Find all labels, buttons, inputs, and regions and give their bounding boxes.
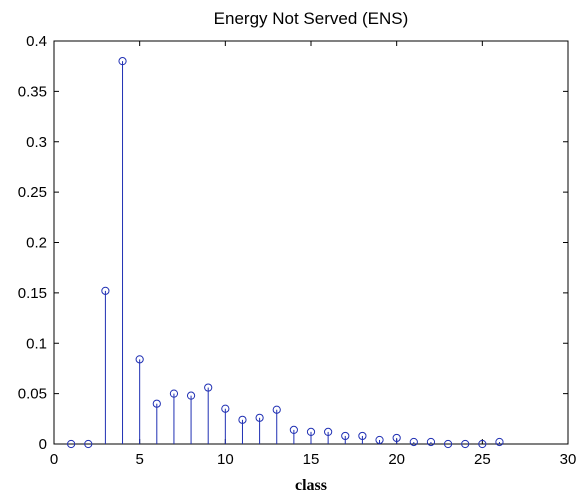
stem-marker: [306, 427, 316, 437]
y-tick-label: 0.3: [26, 134, 47, 151]
y-tick-label: 0.4: [26, 33, 47, 50]
data-stems: [67, 57, 504, 449]
stem-marker: [324, 427, 333, 437]
stem-marker: [495, 437, 504, 447]
stem-marker: [358, 431, 367, 441]
stem-marker: [289, 425, 298, 434]
stem-marker: [461, 439, 470, 449]
x-axis-label: class: [295, 477, 327, 494]
y-tick-label: 0.35: [18, 83, 47, 100]
y-tick-label: 0.25: [18, 184, 47, 201]
stem-marker: [443, 439, 453, 449]
y-tick-label: 0.2: [26, 235, 47, 252]
stem-marker: [118, 57, 127, 66]
stem-marker: [478, 439, 487, 449]
stem-marker: [238, 415, 247, 424]
x-tick-label: 5: [135, 451, 143, 468]
x-tick-label: 25: [474, 451, 491, 468]
y-tick-label: 0.05: [18, 386, 47, 403]
plot-area: [53, 40, 569, 445]
axis-ticks: 0 5 10 15 20 25 30 0 0.05 0.1 0.15 0.2 0.25 0.3 0.35 0.…: [18, 33, 577, 468]
stem-marker: [84, 439, 93, 449]
y-tick-label: 0: [39, 436, 47, 453]
stem-marker: [341, 431, 350, 441]
stem-marker: [255, 413, 264, 422]
chart-title: Energy Not Served (ENS): [214, 9, 409, 28]
stem-marker: [186, 391, 196, 400]
x-tick-label: 0: [50, 451, 58, 468]
stem-marker: [152, 399, 161, 408]
y-tick-label: 0.1: [26, 335, 47, 352]
stem-marker: [426, 437, 436, 447]
stem-marker: [101, 286, 110, 295]
stem-marker: [272, 405, 281, 414]
x-tick-label: 10: [217, 451, 234, 468]
stem-marker: [375, 435, 384, 445]
stem-marker: [204, 383, 213, 392]
stem-marker: [221, 404, 230, 413]
stem-marker: [409, 437, 418, 447]
x-tick-label: 20: [388, 451, 405, 468]
x-tick-label: 15: [303, 451, 320, 468]
stem-marker: [169, 389, 179, 398]
y-tick-label: 0.15: [18, 285, 47, 302]
stem-marker: [392, 433, 401, 443]
x-tick-label: 30: [560, 451, 577, 468]
stem-marker: [67, 439, 76, 449]
stem-marker: [135, 355, 144, 364]
